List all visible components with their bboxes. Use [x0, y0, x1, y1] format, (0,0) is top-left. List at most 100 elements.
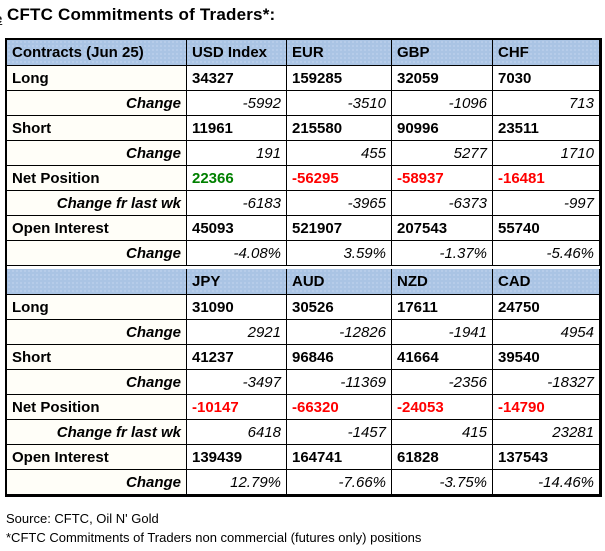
cell-oichg-usd: -4.08%	[187, 241, 287, 266]
table-row-long-change: Change 2921 -12826 -1941 4954	[7, 320, 600, 345]
row-label-long: Long	[7, 66, 187, 91]
row-label-change-fr-last-wk: Change fr last wk	[7, 191, 187, 216]
column-header-chf: CHF	[493, 40, 600, 66]
cell-short-cad: 39540	[493, 345, 600, 370]
cell-short-change-cad: -18327	[493, 370, 600, 395]
cell-net-aud: -66320	[287, 395, 392, 420]
column-header-blank	[7, 269, 187, 295]
table-row-net-change: Change fr last wk -6183 -3965 -6373 -997	[7, 191, 600, 216]
table-header-row-2: JPY AUD NZD CAD	[7, 269, 600, 295]
cell-net-cad: -14790	[493, 395, 600, 420]
column-header-cad: CAD	[493, 269, 600, 295]
cell-long-cad: 24750	[493, 295, 600, 320]
table-row-long-change: Change -5992 -3510 -1096 713	[7, 91, 600, 116]
cell-oi-usd: 45093	[187, 216, 287, 241]
cell-long-change-usd: -5992	[187, 91, 287, 116]
row-label-open-interest: Open Interest	[7, 216, 187, 241]
cell-short-change-jpy: -3497	[187, 370, 287, 395]
table-row-net-position: Net Position -10147 -66320 -24053 -14790	[7, 395, 600, 420]
column-header-contracts: Contracts (Jun 25)	[7, 40, 187, 66]
row-label-change: Change	[7, 370, 187, 395]
cell-short-aud: 96846	[287, 345, 392, 370]
cell-oi-jpy: 139439	[187, 445, 287, 470]
table-row-short-change: Change -3497 -11369 -2356 -18327	[7, 370, 600, 395]
cell-long-change-cad: 4954	[493, 320, 600, 345]
cell-long-gbp: 32059	[392, 66, 493, 91]
cell-short-chf: 23511	[493, 116, 600, 141]
cell-short-change-usd: 191	[187, 141, 287, 166]
cell-oi-chf: 55740	[493, 216, 600, 241]
cell-long-nzd: 17611	[392, 295, 493, 320]
cell-net-chf: -16481	[493, 166, 600, 191]
cell-netchg-cad: 23281	[493, 420, 600, 445]
row-label-open-interest: Open Interest	[7, 445, 187, 470]
row-label-short: Short	[7, 116, 187, 141]
row-label-change: Change	[7, 470, 187, 495]
row-label-change-fr-last-wk: Change fr last wk	[7, 420, 187, 445]
cell-oi-cad: 137543	[493, 445, 600, 470]
cell-oi-aud: 164741	[287, 445, 392, 470]
cell-long-change-gbp: -1096	[392, 91, 493, 116]
section-gap	[7, 266, 600, 269]
footer: Source: CFTC, Oil N' Gold *CFTC Commitme…	[6, 509, 605, 547]
cell-oichg-aud: -7.66%	[287, 470, 392, 495]
cell-short-jpy: 41237	[187, 345, 287, 370]
cell-oi-gbp: 207543	[392, 216, 493, 241]
row-label-change: Change	[7, 141, 187, 166]
cell-short-change-chf: 1710	[493, 141, 600, 166]
cell-netchg-aud: -1457	[287, 420, 392, 445]
title-bar: e CFTC Commitments of Traders*:	[0, 0, 605, 31]
row-label-net-position: Net Position	[7, 395, 187, 420]
row-label-short: Short	[7, 345, 187, 370]
cell-oi-eur: 521907	[287, 216, 392, 241]
table-row-oi-change: Change 12.79% -7.66% -3.75% -14.46%	[7, 470, 600, 495]
cell-oichg-cad: -14.46%	[493, 470, 600, 495]
cell-oi-nzd: 61828	[392, 445, 493, 470]
cell-netchg-nzd: 415	[392, 420, 493, 445]
cell-short-change-nzd: -2356	[392, 370, 493, 395]
page-title: CFTC Commitments of Traders*:	[7, 5, 276, 24]
cell-long-change-nzd: -1941	[392, 320, 493, 345]
row-label-change: Change	[7, 320, 187, 345]
cell-net-jpy: -10147	[187, 395, 287, 420]
cell-netchg-usd: -6183	[187, 191, 287, 216]
cell-long-change-eur: -3510	[287, 91, 392, 116]
table-row-short-change: Change 191 455 5277 1710	[7, 141, 600, 166]
row-label-change: Change	[7, 241, 187, 266]
cell-net-eur: -56295	[287, 166, 392, 191]
table-row-oi-change: Change -4.08% 3.59% -1.37% -5.46%	[7, 241, 600, 266]
table-header-row-1: Contracts (Jun 25) USD Index EUR GBP CHF	[7, 40, 600, 66]
table-row-net-position: Net Position 22366 -56295 -58937 -16481	[7, 166, 600, 191]
cell-long-change-chf: 713	[493, 91, 600, 116]
cell-net-nzd: -24053	[392, 395, 493, 420]
cell-short-gbp: 90996	[392, 116, 493, 141]
clipped-edge-glyph-char: e	[0, 11, 2, 26]
table-row-open-interest: Open Interest 139439 164741 61828 137543	[7, 445, 600, 470]
cell-long-usd: 34327	[187, 66, 287, 91]
row-label-change: Change	[7, 91, 187, 116]
table-row-net-change: Change fr last wk 6418 -1457 415 23281	[7, 420, 600, 445]
row-label-net-position: Net Position	[7, 166, 187, 191]
cell-netchg-eur: -3965	[287, 191, 392, 216]
column-header-nzd: NZD	[392, 269, 493, 295]
cell-short-change-gbp: 5277	[392, 141, 493, 166]
cell-oichg-nzd: -3.75%	[392, 470, 493, 495]
column-header-eur: EUR	[287, 40, 392, 66]
cell-long-eur: 159285	[287, 66, 392, 91]
cell-short-nzd: 41664	[392, 345, 493, 370]
cell-net-gbp: -58937	[392, 166, 493, 191]
cell-short-usd: 11961	[187, 116, 287, 141]
column-header-jpy: JPY	[187, 269, 287, 295]
column-header-gbp: GBP	[392, 40, 493, 66]
source-note: Source: CFTC, Oil N' Gold	[6, 511, 159, 526]
table-row-open-interest: Open Interest 45093 521907 207543 55740	[7, 216, 600, 241]
row-label-long: Long	[7, 295, 187, 320]
cell-long-change-jpy: 2921	[187, 320, 287, 345]
cell-long-jpy: 31090	[187, 295, 287, 320]
cell-netchg-chf: -997	[493, 191, 600, 216]
cell-oichg-eur: 3.59%	[287, 241, 392, 266]
footnote: *CFTC Commitments of Traders non commerc…	[6, 530, 422, 545]
cell-long-chf: 7030	[493, 66, 600, 91]
cell-short-change-aud: -11369	[287, 370, 392, 395]
cell-oichg-chf: -5.46%	[493, 241, 600, 266]
